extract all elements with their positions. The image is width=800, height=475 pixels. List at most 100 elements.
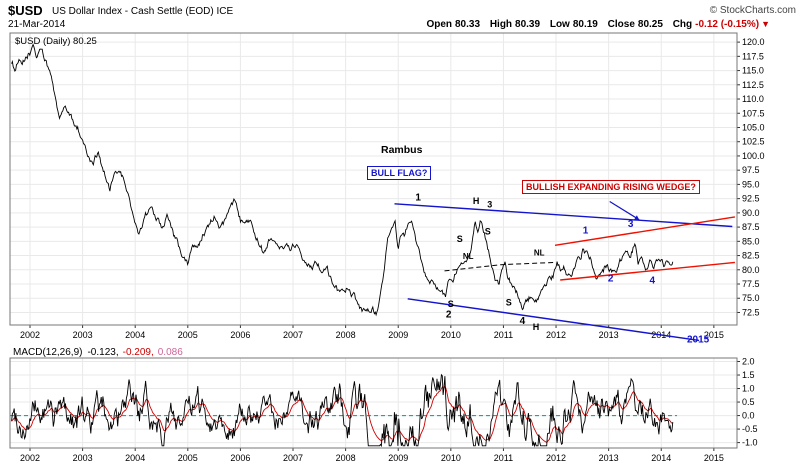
x-axis-label: 2007 xyxy=(283,330,303,340)
x-axis-label: 2010 xyxy=(441,330,461,340)
y-axis-label: 87.5 xyxy=(742,222,760,232)
x-axis-label: 2010 xyxy=(441,453,461,463)
y-axis-label: 92.5 xyxy=(742,194,760,204)
chart-date: 21-Mar-2014 xyxy=(8,19,66,30)
close-label: Close xyxy=(607,19,635,30)
macd-value: -0.123, xyxy=(87,347,119,358)
x-axis-label: 2009 xyxy=(388,330,408,340)
x-axis-label: 2003 xyxy=(73,330,93,340)
x-axis-label: 2006 xyxy=(230,453,250,463)
x-axis-label: 2013 xyxy=(599,453,619,463)
y-axis-label: -1.0 xyxy=(742,438,758,448)
x-axis-label: 2006 xyxy=(230,330,250,340)
point-label: S xyxy=(457,234,463,244)
point-label: 3 xyxy=(628,219,634,230)
point-label: 3 xyxy=(487,200,492,210)
y-axis-label: 72.5 xyxy=(742,307,760,317)
y-axis-label: 1.0 xyxy=(742,384,755,394)
y-axis-label: 77.5 xyxy=(742,279,760,289)
x-axis-label: 2015 xyxy=(704,453,724,463)
y-axis-label: 112.5 xyxy=(742,80,764,90)
y-axis-label: 117.5 xyxy=(742,51,764,61)
macd-signal-line xyxy=(11,385,673,443)
x-axis-label: 2011 xyxy=(494,453,513,463)
x-axis-label: 2015 xyxy=(704,330,724,340)
y-axis-label: 100.0 xyxy=(742,151,765,161)
x-axis-label: 2013 xyxy=(599,330,619,340)
x-axis-label: 2002 xyxy=(20,330,40,340)
y-axis-label: 90.0 xyxy=(742,208,760,218)
x-axis-label: 2004 xyxy=(125,330,145,340)
y-axis-label: 0.0 xyxy=(742,411,755,421)
y-axis-label: 95.0 xyxy=(742,179,760,189)
y-axis-label: 1.5 xyxy=(742,370,755,380)
trendline-wedge-upper xyxy=(554,216,736,246)
chg-label: Chg xyxy=(672,19,693,30)
point-label: NL xyxy=(534,249,545,258)
down-arrow-icon: ▼ xyxy=(761,19,770,29)
annotation-arrow xyxy=(609,200,640,221)
x-axis-label: 2007 xyxy=(283,453,303,463)
macd-line xyxy=(11,373,674,448)
y-axis-label: 82.5 xyxy=(742,251,760,261)
macd-signal-value: -0.209, xyxy=(122,347,154,358)
macd-hist-value: 0.086 xyxy=(157,347,183,358)
x-axis-label: 2005 xyxy=(178,330,198,340)
point-label: 2 xyxy=(446,310,452,321)
open-value: 80.33 xyxy=(455,19,481,30)
point-label: S xyxy=(506,298,512,308)
ticker-symbol: $USD xyxy=(8,3,43,18)
y-axis-label: 120.0 xyxy=(742,37,765,47)
point-label: H xyxy=(473,196,480,206)
trendline-bull-flag-lower xyxy=(407,298,700,342)
annotation-arrowhead xyxy=(634,215,640,220)
high-label: High xyxy=(489,19,513,30)
point-label: 2 xyxy=(608,274,614,285)
chg-value: -0.12 (-0.15%) xyxy=(695,19,760,30)
x-axis-label: 2008 xyxy=(336,453,356,463)
chart-title: US Dollar Index - Cash Settle (EOD) ICE xyxy=(52,6,234,17)
high-value: 80.39 xyxy=(515,19,541,30)
x-axis-label: 2005 xyxy=(178,453,198,463)
x-axis-label: 2012 xyxy=(546,330,566,340)
x-axis-label: 2008 xyxy=(336,330,356,340)
x-axis-label: 2011 xyxy=(494,330,513,340)
y-axis-label: 80.0 xyxy=(742,265,760,275)
close-value: 80.25 xyxy=(637,19,663,30)
x-axis-label: 2014 xyxy=(651,453,671,463)
rambus-watermark: Rambus xyxy=(381,144,423,156)
quote-strip: Open 80.33 High 80.39 Low 80.19 Close 80.25 … xyxy=(426,19,770,30)
point-label: 1 xyxy=(415,192,421,203)
price-line xyxy=(11,43,674,317)
point-label: 2015 xyxy=(687,335,710,346)
copyright: © StockCharts.com xyxy=(709,5,796,16)
price-series-label: $USD (Daily) 80.25 xyxy=(15,36,97,47)
x-axis-label: 2012 xyxy=(546,453,566,463)
point-label: S xyxy=(485,227,491,237)
y-axis-label: 107.5 xyxy=(742,108,765,118)
point-label: 4 xyxy=(650,275,656,286)
x-axis-label: 2002 xyxy=(20,453,40,463)
point-label: H xyxy=(533,322,540,332)
point-label: 1 xyxy=(583,225,589,236)
y-axis-label: 97.5 xyxy=(742,165,760,175)
y-axis-label: 2.0 xyxy=(742,357,755,367)
y-axis-label: 110.0 xyxy=(742,94,764,104)
x-axis-label: 2009 xyxy=(388,453,408,463)
trendline-neckline xyxy=(444,261,557,272)
macd-params-label: MACD(12,26,9) xyxy=(13,347,83,358)
macd-label-row: MACD(12,26,9) -0.123, -0.209, 0.086 xyxy=(13,347,183,358)
y-axis-label: 102.5 xyxy=(742,137,765,147)
y-axis-label: 85.0 xyxy=(742,236,760,246)
trendline-bull-flag-upper xyxy=(394,203,733,228)
y-axis-label: 75.0 xyxy=(742,293,760,303)
x-axis-label: 2003 xyxy=(73,453,93,463)
y-axis-label: 105.0 xyxy=(742,122,765,132)
price-panel-border xyxy=(9,32,738,326)
trendline-wedge-lower xyxy=(560,261,735,281)
bull-flag-annotation: BULL FLAG? xyxy=(367,166,432,180)
low-value: 80.19 xyxy=(572,19,598,30)
x-axis-label: 2004 xyxy=(125,453,145,463)
point-label: NL xyxy=(463,252,474,261)
